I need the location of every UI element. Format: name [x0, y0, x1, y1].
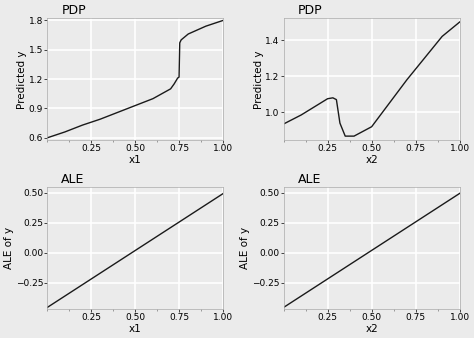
- X-axis label: x1: x1: [129, 324, 142, 334]
- X-axis label: x1: x1: [129, 155, 142, 165]
- Text: ALE: ALE: [61, 173, 85, 186]
- X-axis label: x2: x2: [365, 155, 378, 165]
- Y-axis label: Predicted y: Predicted y: [254, 50, 264, 108]
- Text: PDP: PDP: [61, 4, 86, 17]
- X-axis label: x2: x2: [365, 324, 378, 334]
- Text: ALE: ALE: [298, 173, 321, 186]
- Text: PDP: PDP: [298, 4, 322, 17]
- Y-axis label: ALE of y: ALE of y: [4, 227, 14, 269]
- Y-axis label: ALE of y: ALE of y: [240, 227, 250, 269]
- Y-axis label: Predicted y: Predicted y: [17, 50, 27, 108]
